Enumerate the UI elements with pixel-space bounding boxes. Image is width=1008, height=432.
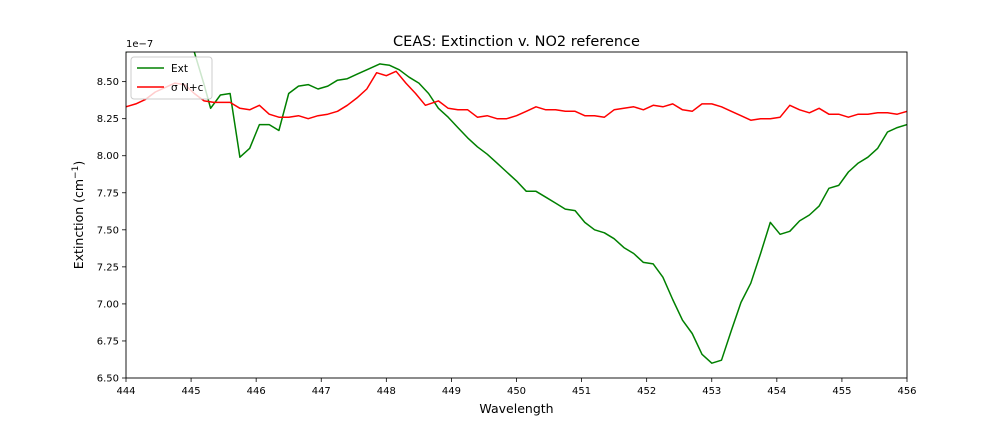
y-axis-label-superscript: −1 <box>71 166 81 179</box>
x-tick-label: 456 <box>897 386 916 397</box>
legend: Ext σ N+c <box>130 56 213 100</box>
legend-label-sigma: σ N+c <box>171 82 204 94</box>
y-tick-label: 8.00 <box>97 151 119 162</box>
y-axis: 6.50 6.75 7.00 7.25 7.50 7.75 8.00 8.25 8.50 <box>97 77 126 385</box>
x-tick-label: 453 <box>702 386 721 397</box>
chart-title: CEAS: Extinction v. NO2 reference <box>393 34 640 50</box>
x-tick-label: 455 <box>832 386 851 397</box>
x-axis-label: Wavelength <box>479 401 553 416</box>
y-tick-label: 8.50 <box>97 77 119 88</box>
x-tick-label: 447 <box>312 386 331 397</box>
x-tick-label: 448 <box>377 386 396 397</box>
x-tick-label: 449 <box>442 386 461 397</box>
y-tick-label: 7.50 <box>97 225 119 236</box>
x-tick-label: 446 <box>247 386 266 397</box>
x-tick-label: 451 <box>572 386 591 397</box>
y-tick-label: 6.75 <box>97 336 119 347</box>
series-line-ext <box>126 52 907 364</box>
x-tick-label: 444 <box>116 386 135 397</box>
x-axis: 444 445 446 447 448 449 450 451 452 453 454 455 456 <box>116 378 917 397</box>
y-tick-label: 8.25 <box>97 114 119 125</box>
y-tick-label: 7.75 <box>97 188 119 199</box>
y-tick-label: 7.00 <box>97 299 119 310</box>
x-tick-label: 445 <box>182 386 201 397</box>
y-tick-label: 6.50 <box>97 374 119 385</box>
x-tick-label: 452 <box>637 386 656 397</box>
y-axis-label: Extinction (cm−1) <box>71 161 86 269</box>
legend-label-ext: Ext <box>171 63 188 75</box>
y-axis-label-close: ) <box>71 161 86 166</box>
x-tick-label: 450 <box>507 386 526 397</box>
x-tick-label: 454 <box>767 386 786 397</box>
y-axis-label-main: Extinction (cm <box>71 179 86 269</box>
series-line-sigma <box>126 70 907 121</box>
series-layer <box>126 52 907 364</box>
y-tick-label: 7.25 <box>97 262 119 273</box>
y-offset-text: 1e−7 <box>126 39 153 50</box>
